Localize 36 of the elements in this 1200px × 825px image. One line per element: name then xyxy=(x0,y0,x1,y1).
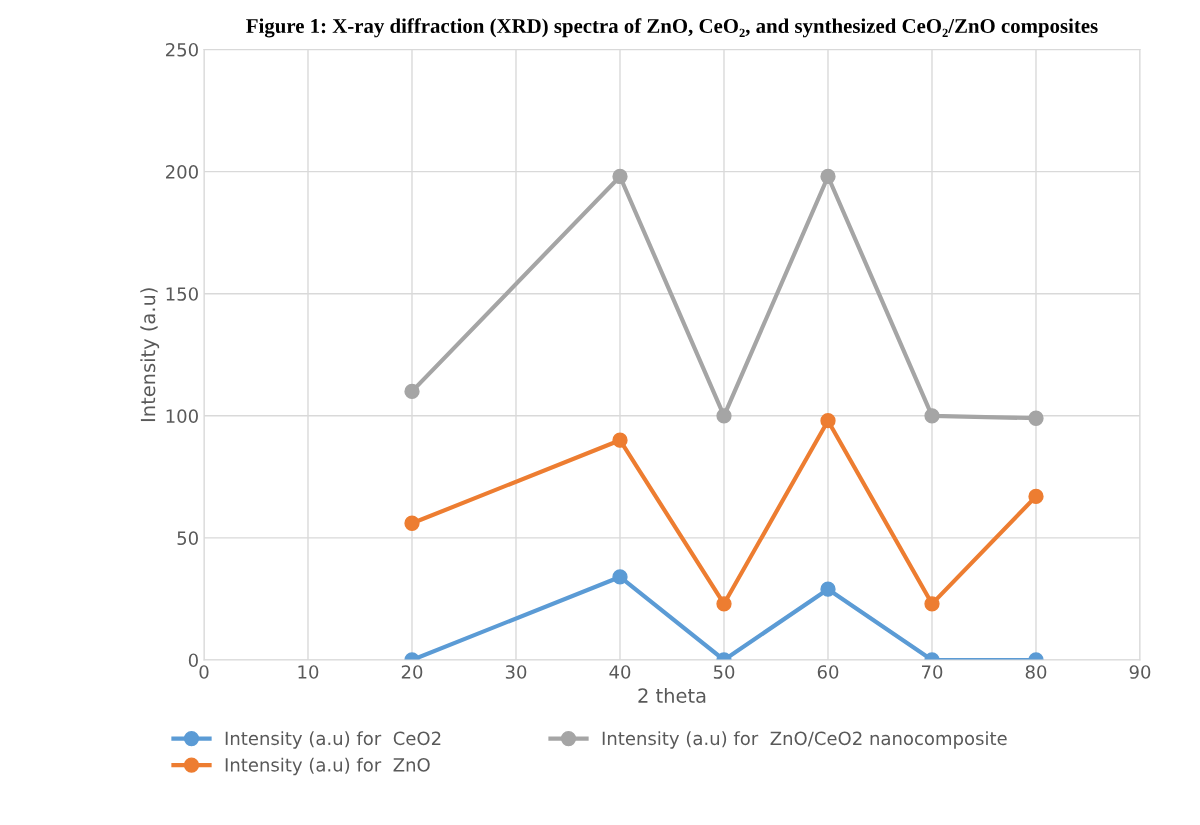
point xyxy=(820,168,836,185)
x-tick-label: 0 xyxy=(199,665,209,679)
point xyxy=(1028,488,1044,505)
y-axis-title: Intensity (a.u) xyxy=(140,288,160,422)
x-tick-label: 40 xyxy=(609,665,631,679)
point xyxy=(404,383,420,400)
chart-title: Figure 1: X-ray diffraction (XRD) spectra of ZnO, CeO₂, and synthesized CeO₂/ZnO composites xyxy=(246,18,1098,38)
point xyxy=(716,408,732,424)
x-tick-label: 10 xyxy=(298,665,319,679)
x-axis-title: 2 theta xyxy=(638,687,706,703)
point xyxy=(924,596,940,612)
legend-label: Intensity (a.u) for CeO2 xyxy=(225,731,441,749)
point xyxy=(1028,410,1044,426)
y-tick-label: 0 xyxy=(188,653,198,668)
x-tick-label: 70 xyxy=(921,665,943,679)
legend-label: Intensity (a.u) for ZnO xyxy=(225,757,430,776)
y-tick-label: 50 xyxy=(177,531,198,546)
y-tick-label: 200 xyxy=(166,165,198,179)
point xyxy=(924,408,940,424)
x-tick-label: 30 xyxy=(505,665,527,679)
point xyxy=(716,596,732,612)
point xyxy=(612,168,628,185)
point xyxy=(820,413,836,429)
y-tick-label: 100 xyxy=(166,409,198,423)
x-tick-label: 90 xyxy=(1129,665,1151,679)
x-tick-label: 50 xyxy=(713,665,735,679)
x-tick-label: 60 xyxy=(817,665,839,679)
x-tick-label: 20 xyxy=(401,665,423,679)
y-tick-label: 150 xyxy=(166,287,198,301)
point xyxy=(612,432,628,448)
legend-label: Intensity (a.u) for ZnO/CeO2 nanocomposite xyxy=(602,731,1007,749)
y-tick-label: 250 xyxy=(166,42,198,57)
x-tick-label: 80 xyxy=(1025,665,1047,679)
point xyxy=(404,515,420,531)
point xyxy=(820,581,836,597)
point xyxy=(612,569,628,585)
